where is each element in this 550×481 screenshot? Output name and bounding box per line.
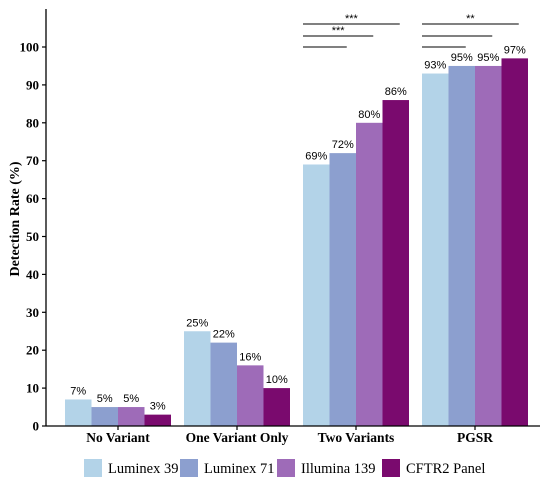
- bar-luminex-39-pgsr: [422, 73, 449, 426]
- data-labels: 7% 25% 69% 93% 5% 22% 72% 95% 5% 16% 80% 95% 3% 10% 86…: [70, 44, 526, 412]
- bar-luminex-71-two-variants: [329, 153, 356, 426]
- bar-luminex-71-pgsr: [448, 65, 475, 426]
- bar-cftr2-panel-no-variant: [144, 414, 171, 426]
- significance-stars: ***: [345, 13, 359, 25]
- data-label: 69%: [305, 150, 327, 162]
- y-axis: 0 10 20 30 40 50 60 70 80 90 100: [20, 9, 47, 434]
- significance-brackets: ********: [303, 13, 519, 48]
- x-tick-label: No Variant: [86, 430, 150, 445]
- bar-luminex-71-no-variant: [91, 407, 118, 426]
- y-tick-label: 20: [26, 343, 39, 358]
- significance-stars: **: [466, 13, 475, 25]
- legend-swatch: [180, 459, 198, 477]
- data-label: 10%: [266, 374, 288, 386]
- y-tick-label: 50: [26, 229, 39, 244]
- bar-luminex-39-no-variant: [65, 399, 92, 426]
- bar-cftr2-panel-pgsr: [501, 58, 528, 427]
- legend-label: Luminex 71: [204, 461, 274, 477]
- data-label: 95%: [451, 52, 473, 64]
- data-label: 95%: [477, 52, 499, 64]
- x-tick-label: PGSR: [457, 430, 493, 445]
- data-label: 97%: [504, 44, 526, 56]
- y-tick-label: 90: [26, 77, 39, 92]
- y-tick-label: 70: [26, 153, 39, 168]
- x-axis: No Variant One Variant Only Two Variants PG…: [46, 425, 540, 445]
- bar-illumina-139-one-variant-only: [237, 365, 264, 426]
- data-label: 5%: [97, 393, 113, 405]
- y-tick-label: 30: [26, 305, 39, 320]
- y-tick-label: 60: [26, 191, 39, 206]
- data-label: 25%: [186, 317, 208, 329]
- legend-label: Luminex 39: [108, 461, 178, 477]
- bars: [65, 58, 528, 427]
- bar-luminex-39-one-variant-only: [184, 331, 211, 426]
- legend-item-luminex-71: Luminex 71: [180, 459, 274, 477]
- data-label: 3%: [150, 401, 166, 413]
- data-label: 5%: [123, 393, 139, 405]
- legend-item-cftr2-panel: CFTR2 Panel: [382, 459, 485, 477]
- y-tick-label: 0: [33, 419, 40, 434]
- bar-cftr2-panel-two-variants: [382, 100, 409, 426]
- data-label: 16%: [239, 351, 261, 363]
- legend-label: CFTR2 Panel: [406, 461, 485, 477]
- y-axis-label: Detection Rate (%): [8, 161, 23, 276]
- significance-stars: ***: [332, 25, 346, 37]
- legend-label: Illumina 139: [301, 461, 376, 477]
- x-tick-label: One Variant Only: [186, 430, 289, 445]
- bar-illumina-139-two-variants: [356, 122, 383, 427]
- legend: Luminex 39 Luminex 71 Illumina 139 CFTR2 Pa…: [84, 459, 485, 477]
- y-tick-label: 10: [26, 381, 39, 396]
- data-label: 93%: [424, 60, 446, 72]
- data-label: 7%: [70, 385, 86, 397]
- y-tick-label: 80: [26, 115, 39, 130]
- bar-illumina-139-no-variant: [118, 407, 145, 426]
- data-label: 80%: [358, 109, 380, 121]
- bar-illumina-139-pgsr: [475, 65, 502, 426]
- x-tick-label: Two Variants: [318, 430, 395, 445]
- bar-luminex-39-two-variants: [303, 164, 330, 427]
- legend-item-luminex-39: Luminex 39: [84, 459, 178, 477]
- y-tick-label: 40: [26, 267, 39, 282]
- bar-luminex-71-one-variant-only: [210, 342, 237, 426]
- data-label: 22%: [213, 329, 235, 341]
- y-tick-label: 100: [20, 40, 40, 55]
- bar-cftr2-panel-one-variant-only: [263, 388, 290, 426]
- legend-swatch: [382, 459, 400, 477]
- legend-item-illumina-139: Illumina 139: [277, 459, 376, 477]
- legend-swatch: [84, 459, 102, 477]
- data-label: 86%: [385, 86, 407, 98]
- legend-swatch: [277, 459, 295, 477]
- data-label: 72%: [332, 139, 354, 151]
